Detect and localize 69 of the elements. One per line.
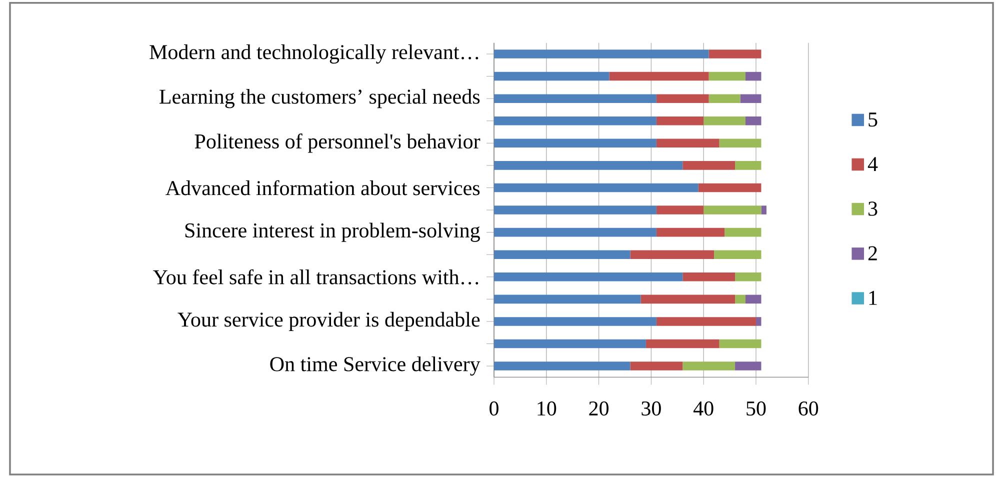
bar	[630, 362, 683, 370]
bar	[761, 206, 766, 214]
bar	[708, 50, 762, 58]
legend-label: 4	[868, 157, 878, 171]
bar	[735, 272, 762, 282]
bar	[724, 228, 762, 237]
bar	[698, 183, 762, 192]
y-tick-label: Politeness of personnel's behavior	[194, 134, 480, 153]
bar	[708, 94, 740, 103]
bar	[494, 116, 656, 126]
bar	[609, 72, 709, 81]
bar	[740, 94, 762, 103]
bar	[494, 362, 630, 370]
bar	[682, 161, 736, 170]
x-tick-label: 10	[538, 401, 556, 416]
x-tick-label: 40	[693, 401, 714, 416]
bar	[719, 138, 762, 148]
y-tick-label: Advanced information about services	[166, 180, 480, 196]
x-tick-label: 20	[589, 401, 609, 416]
legend-label: 2	[868, 246, 877, 260]
bar	[494, 94, 656, 103]
bar	[494, 339, 646, 348]
bar	[708, 72, 746, 81]
bar	[735, 294, 746, 304]
bar	[494, 50, 709, 58]
bar	[656, 116, 704, 126]
bar	[656, 317, 756, 326]
y-tick-label: Modern and technologically relevant…	[150, 44, 478, 64]
bar	[682, 272, 736, 282]
bar	[494, 294, 641, 304]
y-tick-label: On time Service delivery	[270, 356, 480, 376]
bar	[656, 94, 709, 103]
legend-label: 3	[868, 202, 878, 216]
x-tick-label: 30	[642, 401, 661, 416]
bar	[656, 138, 720, 148]
bar	[735, 362, 762, 370]
y-tick-label: Sincere interest in problem-solving	[185, 222, 480, 242]
bar	[494, 250, 630, 259]
bar	[494, 228, 656, 237]
bar	[494, 317, 656, 326]
bar	[746, 294, 762, 304]
legend-label: 5	[868, 112, 878, 127]
y-tick-label: Learning the customers’ special needs	[160, 89, 480, 108]
bar	[735, 161, 762, 170]
bar	[646, 339, 720, 348]
bar	[494, 272, 683, 282]
bar	[494, 183, 698, 192]
bar	[494, 72, 610, 81]
bar	[719, 339, 762, 348]
bar	[494, 206, 656, 214]
legend-label: 1	[869, 290, 877, 305]
bar	[714, 250, 762, 259]
bar	[756, 317, 762, 326]
bar	[494, 138, 656, 148]
bar	[640, 294, 736, 304]
bar	[630, 250, 714, 259]
x-tick-label: 60	[798, 401, 818, 416]
bar	[656, 228, 725, 237]
bar	[682, 362, 736, 370]
bar	[494, 161, 683, 170]
x-tick-label: 50	[746, 401, 766, 416]
y-tick-label: Your service provider is dependable	[178, 312, 480, 332]
x-tick-label: 0	[490, 401, 498, 416]
bar	[704, 116, 746, 126]
bar	[704, 206, 762, 214]
y-tick-label: You feel safe in all transactions with…	[153, 269, 478, 284]
bar	[746, 116, 762, 126]
bar	[746, 72, 762, 81]
bar	[656, 206, 704, 214]
